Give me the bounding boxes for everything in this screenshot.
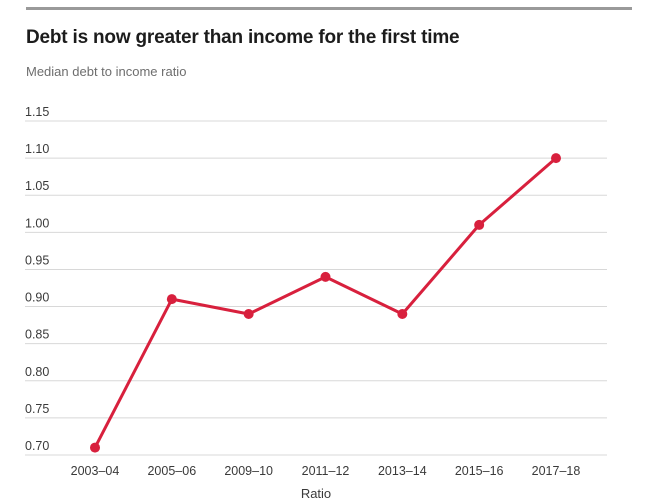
x-axis-caption: Ratio — [301, 486, 331, 501]
x-axis-tick-label: 2003–04 — [71, 464, 120, 478]
x-axis-tick-label: 2015–16 — [455, 464, 504, 478]
chart-subtitle: Median debt to income ratio — [26, 64, 187, 79]
data-point — [243, 308, 254, 319]
x-axis-tick-label: 2009–10 — [224, 464, 273, 478]
y-axis-tick-label: 1.10 — [25, 142, 49, 156]
top-rule — [26, 7, 632, 10]
y-axis-tick-label: 1.05 — [25, 179, 49, 193]
x-axis-tick-label: 2011–12 — [302, 464, 350, 478]
x-axis-tick-label: 2013–14 — [378, 464, 427, 478]
data-point — [166, 294, 177, 305]
y-axis-tick-label: 0.85 — [25, 328, 49, 342]
x-axis-tick-label: 2005–06 — [147, 464, 196, 478]
data-point — [90, 442, 100, 453]
data-point — [551, 153, 561, 164]
x-axis-tick-label: 2017–18 — [532, 464, 581, 478]
data-point — [474, 219, 485, 230]
data-point — [320, 271, 331, 282]
chart-title: Debt is now greater than income for the … — [26, 27, 460, 48]
y-axis-tick-label: 0.90 — [25, 291, 49, 305]
y-axis-tick-label: 0.95 — [25, 253, 49, 267]
y-axis-tick-label: 0.80 — [25, 365, 49, 379]
y-axis-tick-label: 1.15 — [25, 105, 49, 119]
y-axis-tick-label: 0.75 — [25, 402, 49, 416]
y-axis-tick-label: 0.70 — [25, 439, 49, 453]
data-point — [397, 308, 408, 319]
y-axis-tick-label: 1.00 — [25, 216, 49, 230]
series-line — [93, 156, 558, 450]
